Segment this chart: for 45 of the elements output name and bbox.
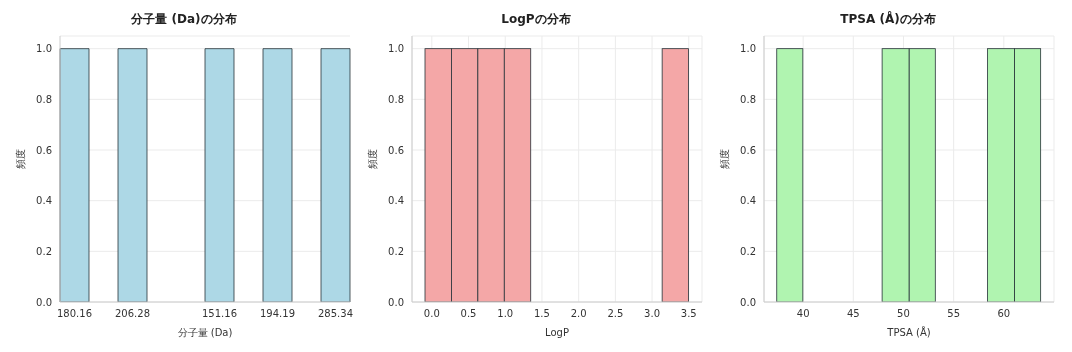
x-tick-label: 45 — [846, 308, 860, 320]
x-tick-label: 55 — [947, 308, 961, 320]
x-tick-label: 206.28 — [115, 308, 150, 320]
y-axis-title: 頻度 — [366, 149, 378, 169]
y-tick-label: 0.4 — [36, 195, 52, 207]
x-tick-label: 1.5 — [534, 308, 550, 320]
chart-title: TPSA (Å)の分布 — [839, 10, 937, 28]
y-tick-label: 0.6 — [36, 144, 52, 156]
x-tick-label: 0.0 — [423, 308, 440, 320]
x-tick-label: 0.5 — [460, 308, 477, 320]
y-tick-label: 1.0 — [740, 43, 756, 55]
x-tick-label: 194.19 — [260, 308, 295, 320]
y-tick-label: 0.6 — [740, 144, 756, 156]
x-tick-label: 3.5 — [680, 308, 697, 320]
y-tick-label: 0.4 — [388, 195, 404, 207]
chart-title: LogPの分布 — [500, 11, 572, 28]
x-tick-label: 60 — [997, 308, 1011, 320]
y-tick-label: 0.0 — [36, 296, 52, 308]
y-tick-label: 1.0 — [36, 43, 52, 55]
chart-title: 分子量 (Da)の分布 — [130, 11, 238, 28]
x-tick-label: 2.5 — [607, 308, 624, 320]
x-tick-label: 3.0 — [644, 308, 661, 320]
x-axis-title: 分子量 (Da) — [177, 327, 233, 338]
x-tick-label: 180.16 — [57, 308, 92, 320]
x-tick-label: 40 — [796, 308, 810, 320]
y-tick-label: 0.6 — [388, 144, 404, 156]
y-tick-label: 0.8 — [740, 93, 756, 105]
x-tick-label: 1.0 — [497, 308, 514, 320]
y-axis-title: 頻度 — [14, 149, 26, 169]
x-tick-label: 151.16 — [202, 308, 237, 320]
y-tick-label: 0.4 — [740, 195, 756, 207]
x-tick-label: 285.34 — [318, 308, 353, 320]
x-axis-title: TPSA (Å) — [886, 326, 931, 338]
x-axis-title: LogP — [545, 327, 569, 338]
y-tick-label: 0.8 — [36, 93, 52, 105]
x-tick-label: 2.0 — [570, 308, 587, 320]
x-tick-label: 50 — [897, 308, 910, 320]
y-tick-label: 0.0 — [740, 296, 756, 308]
y-tick-label: 1.0 — [388, 43, 404, 55]
y-axis-title: 頻度 — [718, 149, 730, 169]
y-tick-label: 0.8 — [388, 93, 404, 105]
y-tick-label: 0.2 — [388, 245, 404, 257]
y-tick-label: 0.2 — [36, 245, 52, 257]
y-tick-label: 0.2 — [740, 245, 756, 257]
y-tick-label: 0.0 — [388, 296, 404, 308]
